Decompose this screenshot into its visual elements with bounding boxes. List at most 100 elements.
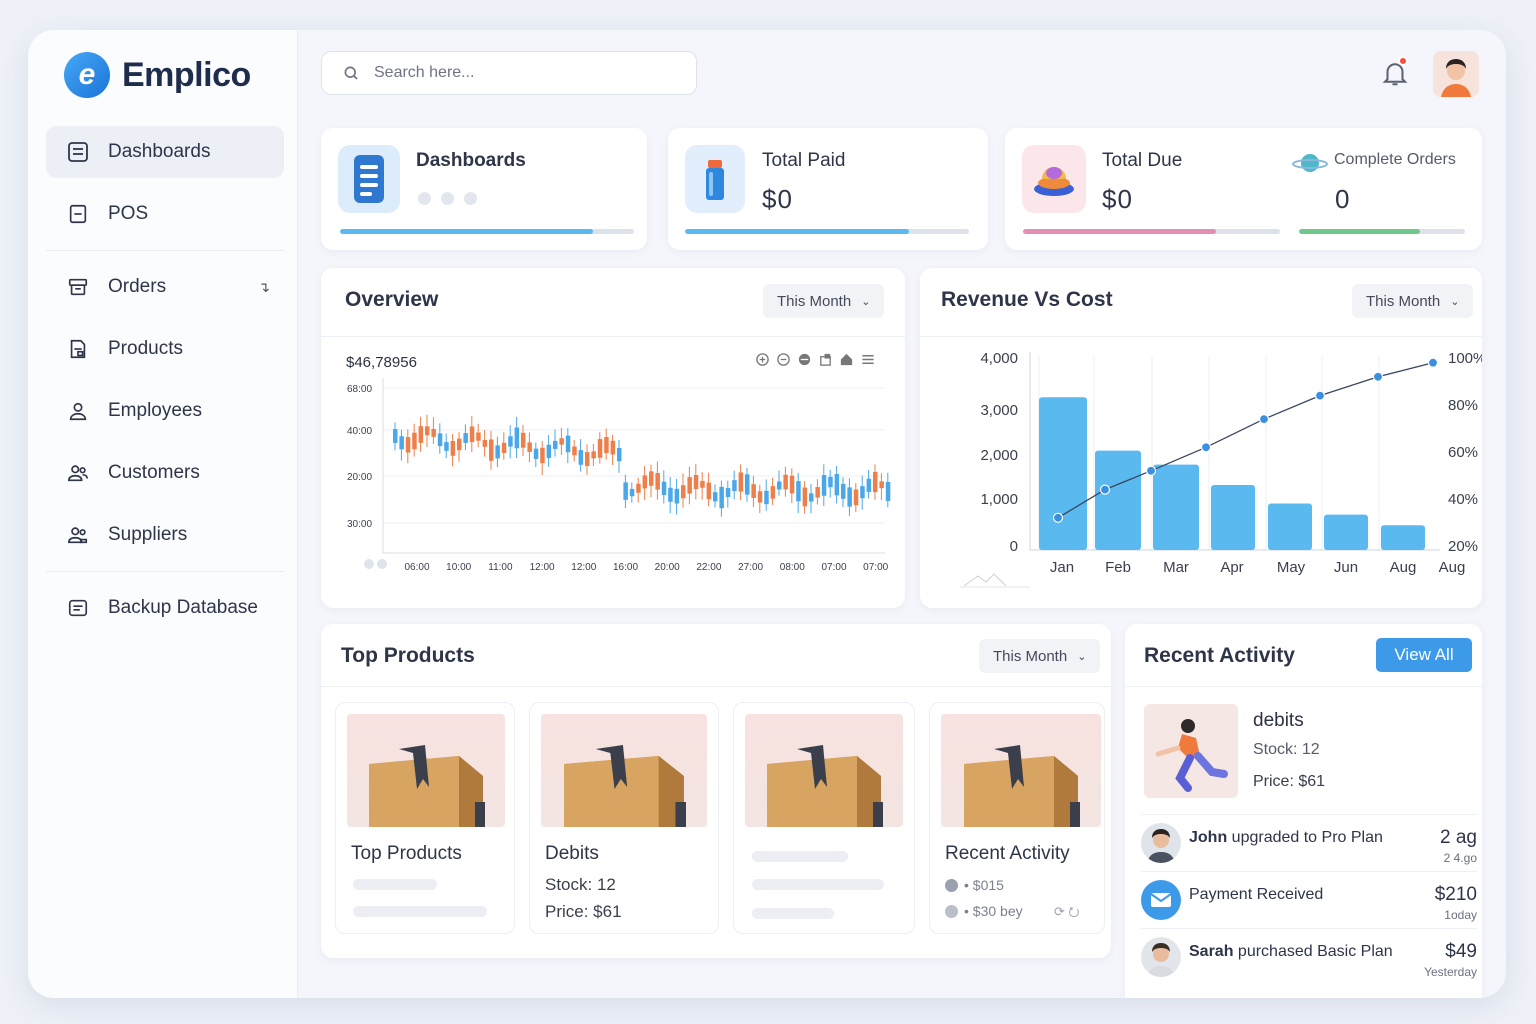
stat-title: Complete Orders xyxy=(1334,151,1456,168)
stat-value: $0 xyxy=(1102,184,1133,214)
candle-body xyxy=(514,427,520,449)
activity-time: 1oday xyxy=(1444,908,1477,922)
sidebar-item-label: Employees xyxy=(108,400,202,421)
product-meta-line: • $30 bey xyxy=(945,903,1023,919)
line-point xyxy=(1052,512,1064,523)
progress-bar xyxy=(340,229,634,234)
view-all-button[interactable]: View All xyxy=(1376,638,1472,672)
sidebar-item-products[interactable]: Products xyxy=(46,323,284,375)
candle-body xyxy=(553,440,558,449)
x-tick-label: Mar xyxy=(1163,559,1189,576)
activity-row[interactable]: John upgraded to Pro Plan 2 ag 2 4.go xyxy=(1141,814,1477,870)
candle-body xyxy=(738,472,744,492)
stat-card-dashboards[interactable]: Dashboards xyxy=(321,128,647,250)
sidebar-item-dashboards[interactable]: Dashboards xyxy=(46,126,284,178)
sidebar-item-label: Suppliers xyxy=(108,524,188,545)
product-card[interactable]: Debits Stock: 12 Price: $61 xyxy=(529,702,719,934)
candle-body xyxy=(668,487,673,502)
candle-body xyxy=(457,438,462,451)
bar xyxy=(1039,397,1087,550)
product-stock: Stock: 12 xyxy=(545,875,616,894)
suppliers-icon xyxy=(66,523,90,547)
product-card[interactable]: Recent Activity • $015 • $30 bey ⟳ ⭮ xyxy=(929,702,1105,934)
search-icon xyxy=(344,66,358,80)
x-tick-label: Aug xyxy=(1390,559,1417,576)
candle-body xyxy=(841,483,846,499)
x-tick-label: 22:00 xyxy=(696,562,721,573)
activity-time: 2 4.go xyxy=(1443,851,1477,865)
zoom-out-icon[interactable] xyxy=(776,352,791,367)
sidebar-item-backup-database[interactable]: Backup Database xyxy=(46,582,284,634)
candle-body xyxy=(821,475,827,496)
home-icon[interactable] xyxy=(839,352,854,367)
period-dropdown[interactable]: This Month ⌄ xyxy=(1352,284,1474,318)
activity-row[interactable]: Payment Received $210 1oday xyxy=(1141,871,1477,927)
activity-illustration xyxy=(1144,704,1238,798)
period-dropdown[interactable]: This Month ⌄ xyxy=(763,284,885,318)
pan-icon[interactable] xyxy=(818,352,833,367)
progress-fill xyxy=(1299,229,1421,234)
revenue-bar-chart: 4,000 3,000 2,000 1,000 0 100% 80% 60% 40% 20% Jan… xyxy=(960,350,1482,588)
candle-body xyxy=(501,442,507,454)
sidebar-divider xyxy=(46,250,284,251)
customers-icon xyxy=(66,461,90,485)
candle-body xyxy=(629,488,635,497)
user-avatar[interactable] xyxy=(1433,51,1479,97)
product-card[interactable] xyxy=(733,702,915,934)
notification-bell-icon[interactable] xyxy=(1380,56,1410,88)
refresh-icon[interactable]: ⟳ ⭮ xyxy=(1054,904,1080,919)
panel-title: Overview xyxy=(345,288,439,311)
y2-tick-label: 100% xyxy=(1448,350,1482,367)
sidebar-item-pos[interactable]: POS xyxy=(46,188,284,240)
placeholder-line xyxy=(353,906,487,917)
candle-body xyxy=(604,437,609,453)
sidebar-item-employees[interactable]: Employees xyxy=(46,385,284,437)
y2-tick-label: 40% xyxy=(1448,491,1478,508)
menu-icon[interactable] xyxy=(860,352,876,367)
search-box[interactable] xyxy=(321,51,697,95)
x-tick-label: May xyxy=(1277,559,1306,576)
logo[interactable]: e Emplico xyxy=(64,52,251,98)
stat-card-total-paid[interactable]: Total Paid $0 xyxy=(668,128,988,250)
candle-body xyxy=(450,440,456,456)
pos-icon xyxy=(66,202,90,226)
y-tick-label: 30:00 xyxy=(347,519,372,530)
progress-bar xyxy=(685,229,969,234)
period-dropdown[interactable]: This Month ⌄ xyxy=(979,639,1101,673)
search-input[interactable] xyxy=(374,64,674,82)
bar xyxy=(1211,485,1255,550)
y-tick-label: 2,000 xyxy=(980,447,1018,464)
x-tick-label: Apr xyxy=(1220,559,1243,576)
product-card[interactable]: Top Products xyxy=(335,702,515,934)
x-tick-label: 08:00 xyxy=(780,562,805,573)
y-tick-label: 20:00 xyxy=(347,472,372,483)
top-products-panel: Top Products This Month ⌄ Top Products De… xyxy=(321,624,1111,958)
candle-body xyxy=(469,426,475,443)
candle-body xyxy=(719,486,724,509)
activity-time: Yesterday xyxy=(1424,965,1477,979)
placeholder-line xyxy=(752,908,834,919)
y2-tick-label: 80% xyxy=(1448,397,1478,414)
candle-body xyxy=(809,493,814,502)
sidebar-item-customers[interactable]: Customers xyxy=(46,447,284,499)
activity-row[interactable]: Sarah purchased Basic Plan $49 Yesterday xyxy=(1141,928,1477,984)
candle-body xyxy=(418,426,424,443)
x-tick-label: Aug xyxy=(1439,559,1466,576)
sidebar-item-label: Orders xyxy=(108,276,167,297)
candle-body xyxy=(802,487,808,507)
bar xyxy=(1153,464,1199,550)
products-icon xyxy=(66,337,90,361)
expand-arrow-icon[interactable]: ↴ xyxy=(258,278,270,295)
candle-body xyxy=(757,491,763,503)
product-meta-line: • $015 xyxy=(945,877,1004,893)
sidebar-item-suppliers[interactable]: Suppliers xyxy=(46,509,284,561)
stat-card-total-due[interactable]: Total Due $0 Complete Orders 0 xyxy=(1005,128,1482,250)
select-icon[interactable] xyxy=(797,352,812,367)
sidebar-item-orders[interactable]: Orders ↴ xyxy=(46,261,284,313)
scroll-handle xyxy=(377,559,387,569)
mail-icon xyxy=(1141,880,1181,920)
zoom-in-icon[interactable] xyxy=(755,352,770,367)
layers-icon xyxy=(1022,145,1086,213)
candle-body xyxy=(559,438,564,445)
candle-body xyxy=(476,432,481,441)
